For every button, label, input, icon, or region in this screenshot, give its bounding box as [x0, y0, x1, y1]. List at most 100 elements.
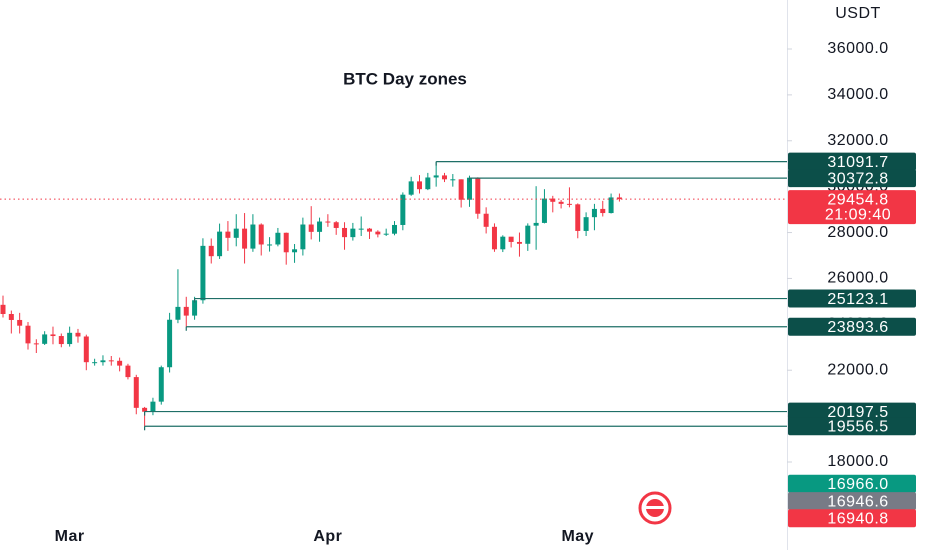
candle-body: [458, 179, 464, 200]
candle-body: [533, 222, 539, 226]
candle-body: [608, 197, 614, 214]
candle-body: [358, 228, 364, 230]
candle-body: [158, 367, 164, 402]
candle-body: [383, 233, 389, 235]
price-marker-label: 16966.0: [827, 476, 888, 493]
last-price-box: [788, 190, 916, 225]
candle-body: [300, 224, 306, 250]
candle-body: [167, 319, 173, 368]
candle-body: [100, 360, 106, 363]
y-tick-label: 34000.0: [827, 86, 888, 103]
candle-body: [192, 300, 198, 316]
currency-label: USDT: [835, 5, 881, 22]
candle-body: [25, 325, 31, 344]
candle-body: [292, 249, 298, 253]
candle-body: [133, 377, 139, 408]
level-label: 23893.6: [827, 319, 888, 336]
y-tick-label: 18000.0: [827, 453, 888, 470]
level-box: [788, 169, 916, 188]
candle-body: [450, 179, 456, 181]
candle-body: [466, 177, 472, 200]
price-marker-box: [788, 492, 916, 511]
candle-body: [575, 204, 581, 231]
y-tick-label: 26000.0: [827, 270, 888, 287]
candle-body: [516, 241, 522, 244]
candle-body: [433, 175, 439, 178]
x-tick-label: Apr: [313, 528, 342, 545]
candle-body: [375, 231, 381, 235]
candle-body: [408, 181, 414, 195]
y-tick-label: 22000.0: [827, 361, 888, 378]
candle-body: [67, 332, 73, 345]
y-tick-label: 28000.0: [827, 224, 888, 241]
candle-body: [208, 245, 214, 257]
candle-body: [342, 227, 348, 238]
candle-body: [258, 224, 264, 245]
candle-body: [616, 197, 622, 200]
price-marker-label: 16940.8: [827, 511, 888, 528]
candle-body: [108, 360, 114, 362]
candle-body: [550, 198, 556, 202]
level-label: 20197.5: [827, 404, 888, 421]
candle-body: [58, 336, 64, 345]
candle-body: [225, 231, 231, 238]
candle-body: [217, 231, 223, 257]
countdown-label: 21:09:40: [825, 206, 891, 223]
candle-body: [591, 208, 597, 218]
price-marker-box: [788, 474, 916, 493]
y-tick-label: 32000.0: [827, 132, 888, 149]
candle-body: [500, 236, 506, 250]
candle-body: [508, 236, 514, 242]
candle-body: [308, 224, 314, 232]
level-label: 31091.7: [827, 154, 888, 171]
chart-title: BTC Day zones: [343, 69, 467, 88]
level-label: 25123.1: [827, 291, 888, 308]
candle-body: [417, 181, 422, 190]
plot-area: [0, 161, 622, 427]
candle-body: [400, 194, 406, 225]
candle-body: [317, 221, 323, 232]
candle-body: [350, 228, 356, 238]
candle-body: [325, 221, 331, 223]
candle-body: [75, 332, 81, 337]
candle-body: [333, 222, 339, 228]
candle-body: [242, 228, 248, 249]
candle-body: [541, 198, 547, 223]
level-label: 30372.8: [827, 170, 888, 187]
candle-body: [142, 407, 148, 412]
level-box: [788, 402, 916, 421]
candle-body: [392, 224, 398, 234]
candle-body: [175, 306, 181, 320]
candle-body: [425, 177, 431, 190]
candle-body: [83, 336, 89, 363]
candle-body: [50, 334, 56, 337]
candle-body: [42, 334, 48, 344]
x-tick-label: Mar: [55, 528, 85, 545]
logo: [638, 491, 672, 525]
candle-body: [583, 217, 589, 231]
candle-body: [491, 226, 497, 250]
candle-body: [8, 314, 14, 320]
level-box: [788, 317, 916, 336]
candle-body: [92, 362, 98, 364]
candle-body: [600, 208, 606, 214]
candle-body: [441, 175, 447, 180]
y-tick-label: 36000.0: [827, 40, 888, 57]
candle-body: [283, 232, 289, 253]
candle-body: [566, 203, 572, 205]
candle-body: [267, 244, 273, 246]
price-marker-label: 16946.6: [827, 493, 888, 510]
level-label: 19556.5: [827, 419, 888, 436]
candle-body: [200, 245, 206, 301]
candle-body: [0, 304, 6, 315]
candle-body: [475, 177, 481, 214]
candle-body: [275, 232, 281, 245]
candle-body: [183, 306, 189, 316]
candle-body: [17, 319, 23, 326]
candle-body: [367, 228, 373, 232]
price-marker-box: [788, 509, 916, 528]
last-price-label: 29454.8: [827, 191, 888, 208]
candle-body: [33, 343, 39, 345]
level-box: [788, 289, 916, 308]
